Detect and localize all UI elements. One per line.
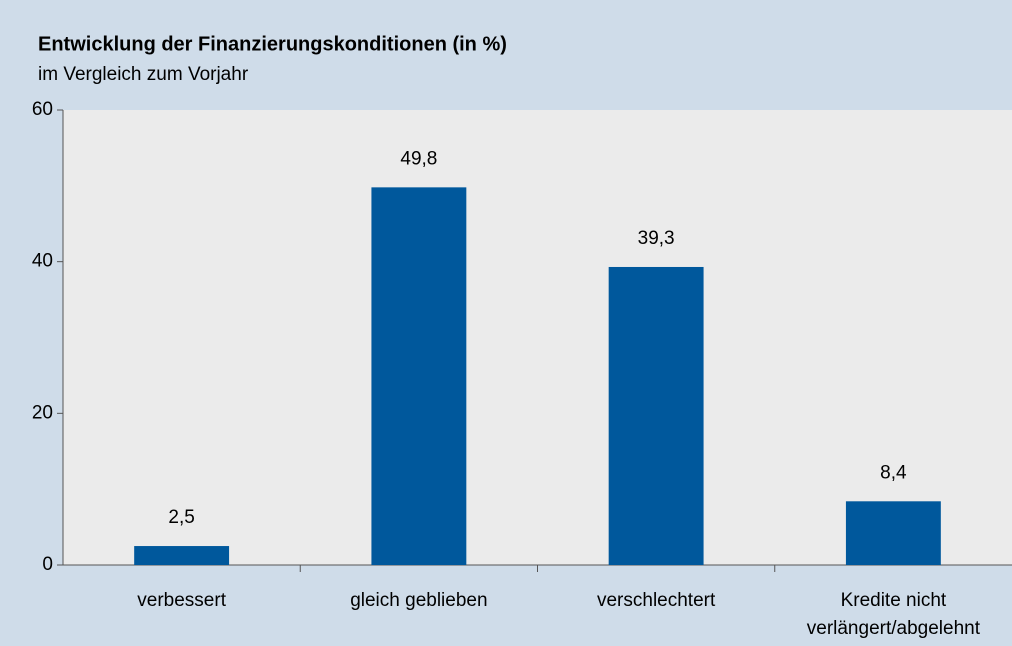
bar bbox=[608, 266, 704, 565]
chart-subtitle: im Vergleich zum Vorjahr bbox=[38, 64, 249, 85]
x-tick-label: gleich geblieben bbox=[350, 590, 487, 611]
y-tick-label: 20 bbox=[32, 402, 53, 423]
y-tick-label: 0 bbox=[42, 554, 53, 575]
bar bbox=[134, 546, 230, 565]
bar bbox=[371, 187, 467, 565]
value-label: 49,8 bbox=[400, 148, 437, 169]
bar bbox=[845, 501, 941, 565]
x-tick-label: verbessert bbox=[137, 590, 226, 611]
x-tick-label: Kredite nicht verlängert/abgelehnt bbox=[807, 590, 981, 639]
value-label: 8,4 bbox=[880, 462, 907, 483]
x-tick-label-line: Kredite nicht bbox=[841, 590, 947, 611]
x-tick-label: verschlechtert bbox=[597, 590, 716, 611]
y-tick-label: 60 bbox=[32, 99, 53, 120]
value-label: 2,5 bbox=[168, 507, 194, 528]
value-label: 39,3 bbox=[638, 228, 675, 249]
x-tick-label-line: verlängert/abgelehnt bbox=[807, 618, 981, 639]
chart-title: Entwicklung der Finanzierungskonditionen… bbox=[38, 33, 507, 55]
plot-area bbox=[63, 110, 1012, 565]
y-tick-label: 40 bbox=[32, 251, 53, 272]
